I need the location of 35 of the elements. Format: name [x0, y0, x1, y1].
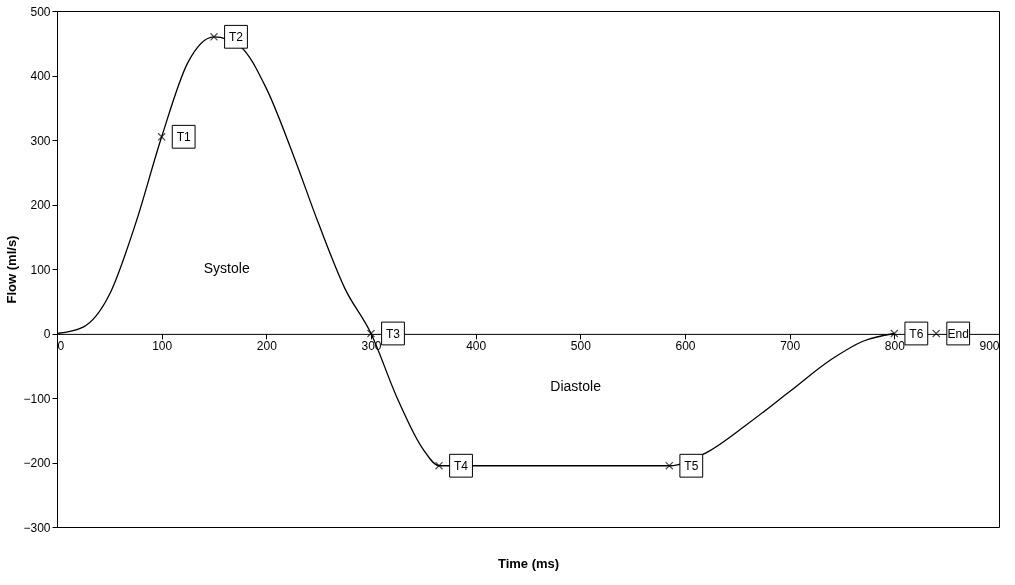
- annotation: T4: [454, 458, 469, 473]
- x-tick-label: 900: [979, 339, 1000, 354]
- annotation: T1: [176, 129, 191, 144]
- x-axis-title: Time (ms): [497, 555, 560, 571]
- x-tick-label: 0: [57, 339, 65, 354]
- point: [366, 329, 376, 338]
- annotation: T5: [684, 458, 699, 473]
- y-tick-label: −200: [23, 456, 51, 470]
- x-tick-label: 200: [256, 339, 278, 354]
- y-tick-label: −300: [23, 520, 51, 535]
- point: [665, 461, 674, 470]
- x-tick-label: 800: [884, 339, 906, 354]
- y-tick-label: 400: [30, 69, 51, 83]
- point: [434, 461, 444, 470]
- point: [932, 329, 941, 338]
- annotation: Diastole: [550, 377, 602, 394]
- x-tick-label: 700: [780, 339, 801, 354]
- y-tick-label: 100: [30, 262, 51, 277]
- y-tick-label: 500: [30, 4, 51, 19]
- y-tick-label: 200: [30, 198, 51, 212]
- point: [209, 32, 219, 41]
- x-tick-label: 500: [570, 339, 592, 354]
- y-axis-title: Flow (ml/s): [4, 235, 20, 304]
- annotation: T6: [909, 326, 924, 341]
- annotation: Systole: [203, 259, 250, 276]
- x-tick-label: 600: [675, 339, 696, 354]
- x-tick-label: 100: [152, 339, 173, 354]
- annotation: T2: [228, 29, 244, 44]
- y-tick-label: −100: [23, 391, 51, 406]
- annotation: T3: [385, 326, 401, 341]
- y-tick-label: 0: [43, 327, 51, 341]
- annotation: End: [947, 326, 969, 341]
- x-tick-label: 400: [466, 339, 487, 354]
- point: [157, 132, 166, 141]
- y-tick-label: 300: [30, 133, 51, 148]
